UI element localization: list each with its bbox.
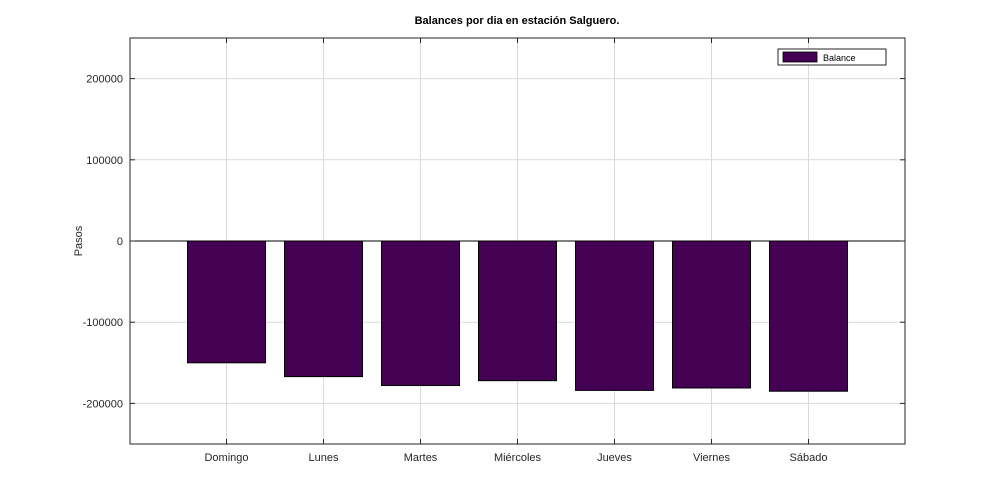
bar-domingo — [187, 240, 266, 364]
x-tick-label: Sábado — [790, 452, 828, 464]
y-tick-label: 0 — [117, 236, 123, 248]
legend-label: Balance — [823, 53, 856, 63]
axis-ticks — [130, 38, 905, 444]
y-tick-label: -100000 — [83, 317, 123, 329]
bars — [187, 240, 848, 392]
legend-swatch — [782, 51, 818, 63]
chart-title: Balances por dia en estación Salguero. — [415, 15, 620, 27]
bar-miércoles — [478, 240, 557, 382]
y-tick-label: -200000 — [83, 398, 123, 410]
x-tick-label: Martes — [404, 452, 438, 464]
y-axis-label: Pasos — [73, 225, 85, 256]
x-tick-label: Domingo — [204, 452, 248, 464]
x-tick-labels: Domingo Lunes Martes Miércoles Jueves Viernes… — [204, 452, 827, 464]
bar-martes — [381, 240, 460, 387]
bar-lunes — [284, 240, 363, 378]
y-tick-label: 100000 — [86, 155, 123, 167]
x-tick-label: Lunes — [309, 452, 339, 464]
x-tick-label: Viernes — [693, 452, 731, 464]
bar-jueves — [575, 240, 654, 391]
x-tick-label: Miércoles — [494, 452, 542, 464]
bar-viernes — [672, 240, 751, 389]
y-tick-label: 200000 — [86, 74, 123, 86]
legend: Balance — [777, 48, 887, 66]
bar-sábado — [769, 240, 848, 392]
x-tick-label: Jueves — [597, 452, 632, 464]
y-tick-labels: 200000 100000 0 -100000 -200000 — [83, 74, 123, 411]
